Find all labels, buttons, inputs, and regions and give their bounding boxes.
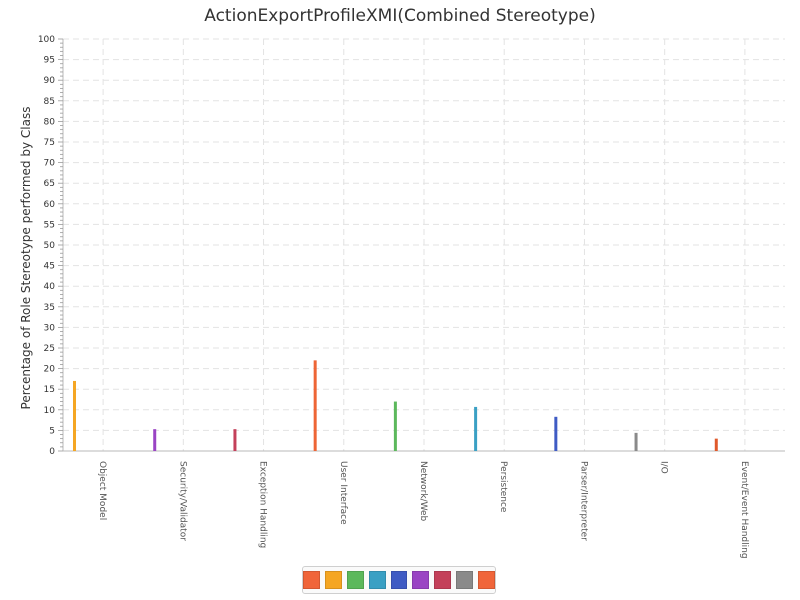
legend-swatch (456, 571, 474, 589)
bar-event-event-handling (714, 438, 718, 451)
chart-plot: 0 5 10 15 20 25 30 35 40 45 50 55 60 65 70 75 80 85 90 95 10… (38, 35, 785, 559)
y-tick-label: 100 (38, 35, 55, 45)
legend-swatch (478, 571, 496, 589)
y-tick-label: 45 (44, 262, 55, 272)
y-tick-label: 35 (44, 303, 55, 313)
y-tick-label: 0 (49, 447, 55, 457)
y-tick-label: 30 (44, 323, 56, 333)
y-tick-label: 50 (44, 241, 56, 251)
x-tick-label: Network/Web (418, 461, 428, 522)
y-tick-label: 15 (44, 385, 55, 395)
y-tick-label: 5 (49, 426, 55, 436)
y-tick-label: 55 (44, 220, 55, 230)
x-tick-label: Parser/Interpreter (578, 461, 588, 541)
x-tick-label: Exception Handling (258, 461, 268, 548)
x-tick-label: Event/Event Handling (739, 461, 749, 559)
x-tick-label: I/O (659, 461, 669, 474)
bar-i-o (634, 432, 638, 451)
bar-object-model (73, 380, 76, 451)
legend-swatch (346, 571, 364, 589)
x-tick-label: Object Model (97, 461, 107, 520)
y-tick-label: 90 (44, 76, 56, 86)
bar-parser-interpreter (554, 416, 558, 451)
y-tick-label: 10 (44, 406, 56, 416)
legend-swatch (303, 571, 320, 589)
bar-security-validator (153, 429, 157, 451)
y-tick-label: 70 (44, 159, 56, 169)
y-tick-label: 65 (44, 179, 55, 189)
chart-title: ActionExportProfileXMI(Combined Stereoty… (204, 6, 596, 26)
legend-swatch (390, 571, 408, 589)
x-tick-label: User Interface (338, 461, 348, 525)
bar-exception-handling (233, 429, 237, 451)
bar-user-interface (313, 360, 317, 451)
legend-swatch (434, 571, 452, 589)
legend-swatch (324, 571, 342, 589)
y-tick-label: 80 (44, 117, 56, 127)
y-tick-label: 40 (44, 282, 56, 292)
y-tick-label: 95 (44, 56, 55, 66)
y-tick-label: 25 (44, 344, 55, 354)
y-tick-label: 85 (44, 97, 55, 107)
legend-swatch (368, 571, 386, 589)
y-tick-label: 60 (44, 200, 56, 210)
y-tick-label: 20 (44, 365, 56, 375)
legend (302, 566, 496, 594)
x-tick-label: Security/Validator (177, 461, 187, 541)
bar-persistence (474, 406, 478, 451)
legend-swatch (412, 571, 430, 589)
y-tick-label: 75 (44, 138, 55, 148)
x-tick-label: Persistence (498, 461, 508, 513)
bar-network-web (393, 401, 397, 451)
